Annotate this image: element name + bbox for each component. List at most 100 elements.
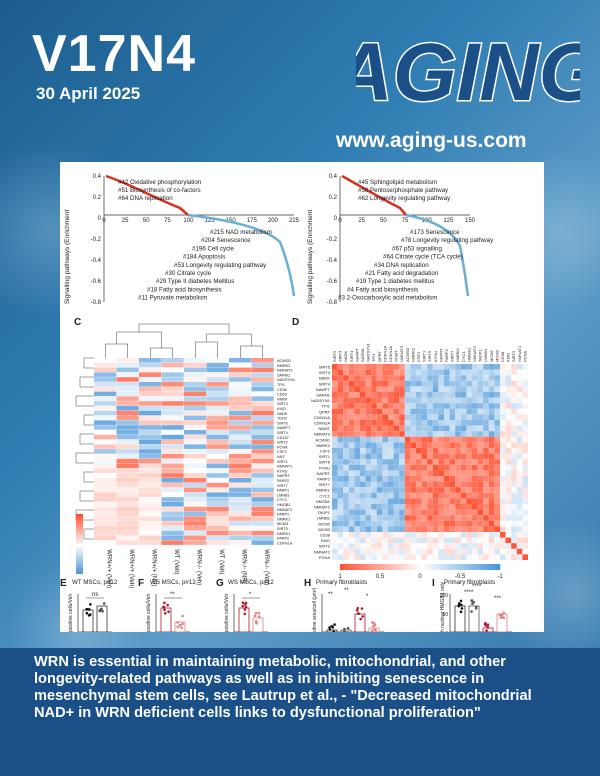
gene-label: PARP1 xyxy=(277,513,289,517)
correlation-cell xyxy=(505,459,512,465)
correlation-cell xyxy=(477,459,484,465)
gene-label: NMNAT3 xyxy=(314,432,331,437)
correlation-cell xyxy=(460,453,467,460)
correlation-cell xyxy=(444,420,450,426)
correlation-cell xyxy=(343,476,349,482)
correlation-cell xyxy=(511,369,517,376)
y-tick-label: 0 xyxy=(334,216,338,222)
correlation-cell xyxy=(337,498,344,504)
y-tick-label: 100 xyxy=(440,593,449,599)
correlation-cell xyxy=(421,369,428,376)
heatmap-cell xyxy=(116,358,139,363)
correlation-cell xyxy=(360,470,366,476)
correlation-cell xyxy=(343,408,349,415)
correlation-cell xyxy=(332,515,338,521)
correlation-cell xyxy=(466,470,472,476)
correlation-cell xyxy=(483,453,489,460)
correlation-cell xyxy=(388,380,394,387)
correlation-cell xyxy=(427,464,433,471)
column-label: WRN+/+ (NR) xyxy=(150,549,156,586)
colorbar-segment xyxy=(428,564,433,570)
correlation-cell xyxy=(404,476,411,482)
correlation-cell xyxy=(382,436,388,443)
correlation-cell xyxy=(410,554,416,560)
correlation-cell xyxy=(332,403,338,409)
correlation-cell xyxy=(511,375,517,381)
correlation-cell xyxy=(449,526,456,532)
correlation-cell xyxy=(449,408,456,415)
journal-url[interactable]: www.aging-us.com xyxy=(336,129,527,152)
gene-label: TPI1 xyxy=(277,383,285,387)
correlation-cell xyxy=(332,487,338,493)
correlation-cell xyxy=(500,448,506,454)
significance-label: * xyxy=(249,592,252,598)
correlation-cell xyxy=(438,369,444,376)
correlation-cell xyxy=(365,554,372,560)
heatmap-cell xyxy=(206,502,229,507)
correlation-cell xyxy=(337,425,344,432)
data-point xyxy=(472,600,476,604)
correlation-cell xyxy=(343,380,349,387)
correlation-cell xyxy=(432,375,439,381)
correlation-cell xyxy=(393,369,400,376)
correlation-cell xyxy=(393,554,400,560)
correlation-cell xyxy=(449,386,456,392)
gene-label: NMRK1 xyxy=(455,347,460,362)
correlation-cell xyxy=(348,476,355,482)
correlation-cell xyxy=(455,492,461,499)
correlation-cell xyxy=(466,476,472,482)
gene-label: CDKN2A xyxy=(314,421,331,426)
correlation-cell xyxy=(371,431,377,437)
correlation-cell xyxy=(472,397,478,404)
correlation-cell xyxy=(382,375,388,381)
correlation-cell xyxy=(343,392,349,398)
correlation-cell xyxy=(494,498,500,504)
correlation-cell xyxy=(466,487,472,493)
correlation-cell xyxy=(488,476,495,482)
correlation-cell xyxy=(416,431,422,437)
correlation-cell xyxy=(432,492,439,499)
correlation-cell xyxy=(343,464,349,471)
heatmap-cell xyxy=(184,430,207,435)
heatmap-cell xyxy=(206,401,229,406)
heatmap-cell xyxy=(206,506,229,512)
correlation-cell xyxy=(410,442,416,448)
y-tick-label: 50 xyxy=(442,612,448,618)
heatmap-cell xyxy=(184,425,207,430)
heatmap-cell xyxy=(251,367,274,373)
correlation-cell xyxy=(511,543,517,549)
gene-label: NAPRT xyxy=(277,474,290,478)
colorbar-segment xyxy=(340,564,345,570)
correlation-cell xyxy=(466,526,472,532)
correlation-cell xyxy=(472,408,478,415)
heatmap-cell xyxy=(94,526,117,531)
data-point xyxy=(355,609,359,612)
correlation-cell xyxy=(410,431,416,437)
colorbar-segment xyxy=(76,556,83,559)
correlation-cell xyxy=(483,442,489,448)
correlation-cell xyxy=(488,515,495,521)
heatmap-cell xyxy=(229,478,252,483)
gene-label: LMNB1 xyxy=(317,516,331,521)
correlation-cell xyxy=(516,476,523,482)
correlation-cell xyxy=(516,470,523,476)
heatmap-cell xyxy=(139,410,162,416)
heatmap-cell xyxy=(251,425,274,430)
correlation-cell xyxy=(371,464,377,471)
correlation-cell xyxy=(488,403,495,409)
correlation-cell xyxy=(421,464,428,471)
heatmap-cell xyxy=(184,434,207,440)
heatmap-cell xyxy=(184,511,207,517)
colorbar-segment xyxy=(344,564,349,570)
y-tick-label: 0.2 xyxy=(329,195,338,201)
correlation-cell xyxy=(404,403,411,409)
correlation-cell xyxy=(376,403,383,409)
correlation-cell xyxy=(483,543,489,549)
correlation-cell xyxy=(483,470,489,476)
correlation-cell xyxy=(516,436,523,443)
column-label: WT (Veh) xyxy=(173,549,179,574)
correlation-cell xyxy=(494,481,500,488)
heatmap-cell xyxy=(206,362,229,368)
heatmap-cell xyxy=(206,487,229,493)
correlation-cell xyxy=(354,380,360,387)
